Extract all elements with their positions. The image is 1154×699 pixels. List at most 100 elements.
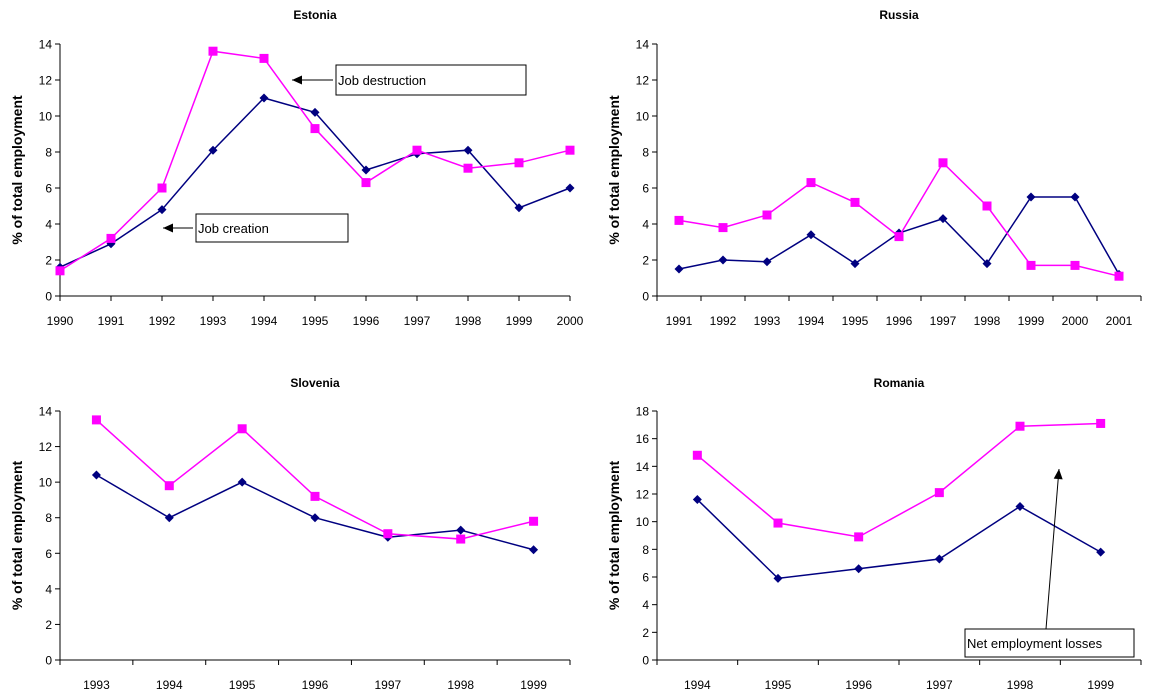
x-tick-label: 1995	[765, 678, 792, 692]
y-tick-label: 2	[642, 254, 649, 268]
diamond-marker	[565, 183, 575, 193]
series-line	[96, 474, 534, 551]
square-marker	[259, 53, 269, 63]
diamond-marker	[1026, 192, 1036, 202]
x-tick-label: 1996	[845, 678, 872, 692]
y-tick-label: 14	[636, 38, 650, 52]
chart-title: Slovenia	[290, 376, 340, 390]
annotation-box	[335, 64, 527, 96]
y-tick-label: 10	[636, 110, 650, 124]
x-tick-label: 1995	[302, 314, 329, 328]
diamond-marker	[529, 545, 539, 555]
y-tick-label: 6	[45, 547, 52, 561]
x-tick-label: 1996	[302, 678, 329, 692]
square-marker	[806, 178, 816, 188]
diamond-marker	[1015, 501, 1025, 511]
y-tick-label: 2	[45, 254, 52, 268]
diamond-marker	[938, 214, 948, 224]
diamond-marker	[934, 554, 944, 564]
x-tick-label: 1992	[710, 314, 737, 328]
x-tick-label: 1999	[1087, 678, 1114, 692]
annotation: Job creation	[163, 213, 349, 243]
y-tick-label: 4	[45, 582, 52, 596]
y-tick-label: 14	[39, 405, 53, 419]
y-tick-label: 10	[39, 110, 53, 124]
diamond-marker	[91, 470, 101, 480]
series-job-destruction	[674, 158, 1124, 281]
square-marker	[412, 145, 422, 155]
y-tick-label: 4	[642, 218, 649, 232]
square-marker	[762, 210, 772, 220]
x-tick-label: 1998	[974, 314, 1001, 328]
x-tick-label: 2000	[557, 314, 584, 328]
y-tick-label: 4	[45, 218, 52, 232]
square-marker	[1015, 421, 1025, 431]
square-marker	[982, 201, 992, 211]
diamond-marker	[259, 93, 269, 103]
square-marker	[463, 163, 473, 173]
x-tick-label: 1990	[47, 314, 74, 328]
diamond-marker	[208, 145, 218, 155]
square-marker	[55, 266, 65, 276]
y-axis-label: % of total employment	[9, 95, 25, 245]
diamond-marker	[806, 230, 816, 240]
x-tick-label: 1996	[886, 314, 913, 328]
square-marker	[934, 488, 944, 498]
x-tick-label: 1993	[754, 314, 781, 328]
square-marker	[894, 232, 904, 242]
chart-title: Russia	[879, 8, 919, 22]
square-marker	[310, 124, 320, 134]
square-marker	[310, 491, 320, 501]
x-tick-label: 1997	[375, 678, 402, 692]
square-marker	[529, 516, 539, 526]
y-tick-label: 14	[636, 460, 650, 474]
y-tick-label: 18	[636, 405, 650, 419]
square-marker	[237, 424, 247, 434]
chart-panel-estonia: Estonia % of total employment 0 2 4 6 8 10 12 14 1…	[9, 8, 584, 328]
x-tick-label: 1999	[1018, 314, 1045, 328]
series-job-destruction	[55, 46, 575, 276]
diamond-marker	[361, 165, 371, 175]
x-tick-label: 1997	[404, 314, 431, 328]
square-marker	[692, 450, 702, 460]
y-tick-label: 6	[642, 182, 649, 196]
y-tick-label: 0	[642, 290, 649, 304]
square-marker	[514, 158, 524, 168]
diamond-marker	[310, 513, 320, 523]
x-tick-label: 1994	[251, 314, 278, 328]
square-marker	[157, 183, 167, 193]
y-tick-label: 10	[39, 476, 53, 490]
y-tick-label: 2	[642, 626, 649, 640]
chart-panel-slovenia: Slovenia % of total employment 0 2 4 6 8 10 12 14…	[9, 376, 571, 692]
annotation-label: Net employment losses	[967, 636, 1103, 651]
square-marker	[850, 197, 860, 207]
x-tick-label: 1993	[83, 678, 110, 692]
y-tick-label: 6	[45, 182, 52, 196]
series-line	[696, 422, 1101, 538]
y-tick-label: 14	[39, 38, 53, 52]
annotation-box	[195, 213, 349, 243]
x-tick-label: 1992	[149, 314, 176, 328]
annotation-arrow-line	[1045, 468, 1060, 630]
series-job-destruction	[91, 415, 539, 544]
square-marker	[1026, 260, 1036, 270]
x-tick-label: 1995	[229, 678, 256, 692]
x-tick-label: 1999	[520, 678, 547, 692]
annotation: Net employment losses	[964, 468, 1135, 658]
diamond-marker	[773, 573, 783, 583]
y-tick-label: 16	[636, 432, 650, 446]
series-line	[678, 161, 1120, 277]
x-tick-label: 1994	[684, 678, 711, 692]
square-marker	[1114, 271, 1124, 281]
x-tick-label: 1999	[506, 314, 533, 328]
x-tick-label: 1994	[156, 678, 183, 692]
square-marker	[164, 481, 174, 491]
x-tick-label: 1996	[353, 314, 380, 328]
y-axis-label: % of total employment	[606, 95, 622, 245]
series-job-creation	[91, 470, 539, 555]
diamond-marker	[1096, 547, 1106, 557]
diamond-marker	[164, 513, 174, 523]
x-tick-label: 1997	[930, 314, 957, 328]
